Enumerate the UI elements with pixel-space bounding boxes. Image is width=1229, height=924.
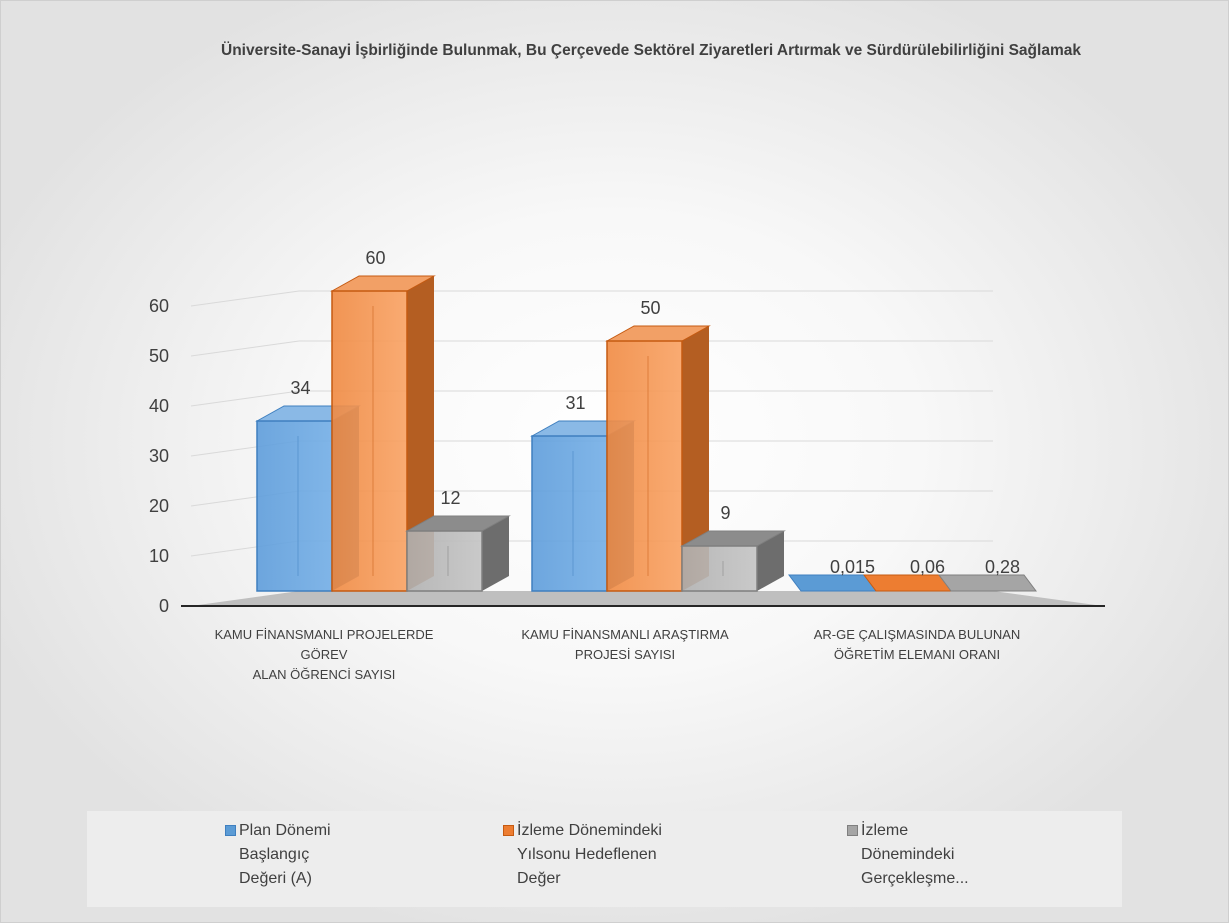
legend-label: Dönemindeki xyxy=(861,846,955,863)
y-tick-label: 50 xyxy=(149,346,169,366)
y-tick-label: 60 xyxy=(149,296,169,316)
bar-front xyxy=(531,435,608,592)
legend-label: Değeri (A) xyxy=(239,870,312,887)
data-label: 9 xyxy=(720,503,730,523)
gridline-side xyxy=(190,390,300,407)
bar-front xyxy=(331,290,408,592)
bar-front xyxy=(681,545,758,592)
data-label: 50 xyxy=(640,298,660,318)
data-labels: 34 60 12 31 50 9 0,015 0,06 0,28 xyxy=(290,248,1020,577)
bar-flat xyxy=(938,574,1037,592)
bar-2-1 xyxy=(680,530,786,592)
bar-front xyxy=(256,420,333,592)
bar-front xyxy=(406,530,483,592)
y-axis: 0 10 20 30 40 50 60 xyxy=(149,296,1105,616)
y-tick-label: 30 xyxy=(149,446,169,466)
data-label: 0,015 xyxy=(830,557,875,577)
legend-label: İzleme xyxy=(861,822,909,839)
legend-swatch xyxy=(503,825,514,836)
data-label: 31 xyxy=(565,393,585,413)
data-label: 34 xyxy=(290,378,310,398)
bar-1-1 xyxy=(605,325,711,592)
bars xyxy=(255,275,1037,592)
legend-label: Plan Dönemi xyxy=(239,822,331,839)
floor-plane xyxy=(191,591,1103,606)
legend-swatch xyxy=(847,825,858,836)
y-tick-label: 40 xyxy=(149,396,169,416)
x-tick-label: AR-GE ÇALIŞMASINDA BULUNAN ÖĞRETİM ELEMAN… xyxy=(813,627,1021,662)
data-label: 60 xyxy=(365,248,385,268)
bar-side xyxy=(757,531,784,591)
gridline-side xyxy=(190,290,300,307)
data-label: 0,06 xyxy=(910,557,945,577)
legend-label: Yılsonu Hedeflenen xyxy=(517,846,657,863)
bar-side xyxy=(407,276,434,591)
legend-swatch xyxy=(225,825,236,836)
y-tick-label: 0 xyxy=(159,596,169,616)
y-tick-label: 20 xyxy=(149,496,169,516)
bar-1-0 xyxy=(330,275,436,592)
bar-side xyxy=(682,326,709,591)
data-label: 12 xyxy=(440,488,460,508)
x-tick-label: KAMU FİNANSMANLI PROJELERDE GÖREV ALAN ÖĞR… xyxy=(214,627,434,682)
bar-front xyxy=(606,340,683,592)
y-tick-label: 10 xyxy=(149,546,169,566)
x-tick-label: KAMU FİNANSMANLI ARAŞTIRMA PROJESİ SAYISI xyxy=(521,627,729,662)
data-label: 0,28 xyxy=(985,557,1020,577)
bar-2-2 xyxy=(938,574,1037,592)
legend-label: Değer xyxy=(517,870,561,887)
chart-floor xyxy=(191,591,1103,606)
chart-title: Üniversite-Sanayi İşbirliğinde Bulunmak,… xyxy=(221,42,1081,59)
bar-side xyxy=(482,516,509,591)
legend-label: Başlangıç xyxy=(239,846,310,863)
legend-label: Gerçekleşme... xyxy=(861,870,969,887)
legend-label: İzleme Dönemindeki xyxy=(517,822,662,839)
gridline-side xyxy=(190,340,300,357)
bar-2-0 xyxy=(405,515,511,592)
legend xyxy=(87,811,1122,907)
